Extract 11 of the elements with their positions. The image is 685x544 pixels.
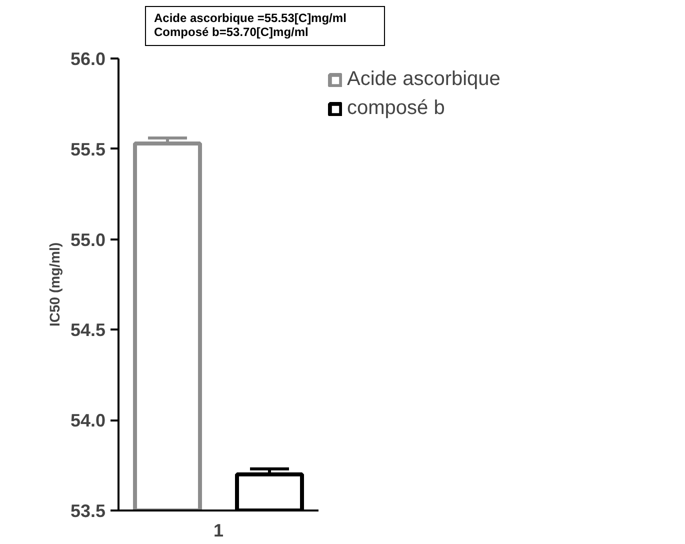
y-tick-label: 55.5 (70, 139, 106, 160)
y-tick-label: 55.0 (70, 230, 106, 250)
y-tick-label: 54.5 (70, 320, 106, 340)
y-tick-label: 54.0 (70, 410, 106, 431)
y-tick-label: 53.5 (70, 501, 106, 521)
y-tick-label: 56.0 (70, 49, 106, 69)
y-axis-title: IC50 (mg/ml) (46, 242, 62, 327)
legend-label: composé b (347, 97, 445, 120)
x-tick-label: 1 (213, 520, 224, 540)
legend-label: Acide ascorbique (347, 68, 500, 91)
text: Acide ascorbique =55.53[C]mg/ml Composé b=53.70[C]mg/ml (154, 11, 346, 40)
